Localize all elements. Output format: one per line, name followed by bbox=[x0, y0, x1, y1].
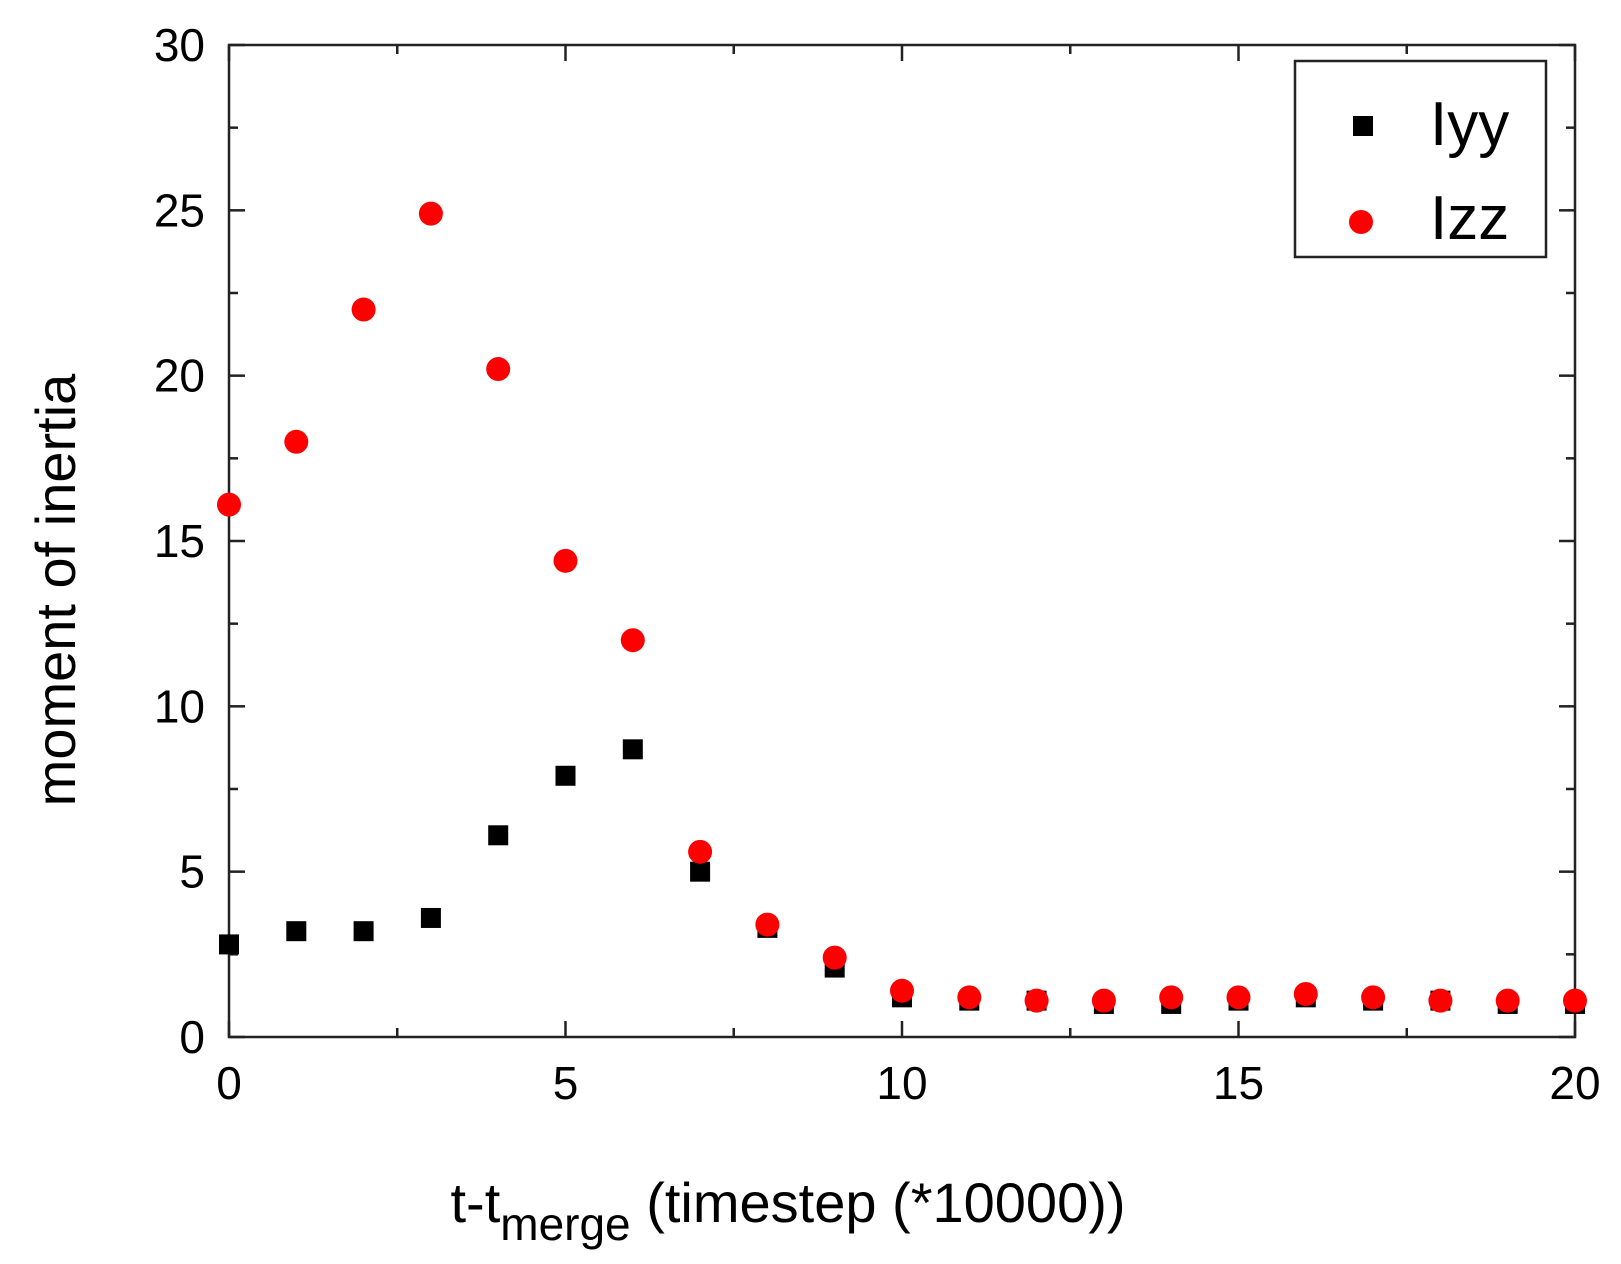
data-point-izz bbox=[553, 548, 578, 573]
y-tick-label: 20 bbox=[154, 350, 205, 402]
data-point-izz bbox=[620, 628, 645, 653]
data-point-izz bbox=[1159, 985, 1184, 1010]
legend: Iyy Izz bbox=[1293, 59, 1548, 259]
data-point-izz bbox=[486, 357, 511, 382]
x-axis-title-main: t-t bbox=[450, 1171, 500, 1234]
data-points bbox=[217, 201, 1587, 1014]
y-axis-title: moment of inertia bbox=[24, 373, 87, 806]
data-point-izz bbox=[1024, 988, 1049, 1013]
data-point-iyy bbox=[420, 907, 441, 928]
legend-box bbox=[1293, 59, 1548, 259]
data-point-izz bbox=[284, 429, 309, 454]
x-axis-title-subscript: merge bbox=[500, 1198, 630, 1250]
data-point-iyy bbox=[353, 921, 374, 942]
data-point-izz bbox=[1226, 985, 1251, 1010]
y-tick-label: 25 bbox=[154, 184, 205, 236]
data-point-izz bbox=[890, 978, 914, 1003]
x-tick-label: 10 bbox=[876, 1057, 927, 1109]
data-point-izz bbox=[1495, 988, 1520, 1013]
data-point-izz bbox=[1428, 988, 1453, 1013]
x-axis-title-rest: (timestep (*10000)) bbox=[631, 1171, 1126, 1234]
x-tick-label: 0 bbox=[216, 1057, 242, 1109]
axes: 0 5 10 15 20 0 5 10 15 20 25 30 bbox=[154, 19, 1601, 1109]
y-tick-label: 30 bbox=[154, 19, 205, 71]
y-tick-label: 0 bbox=[179, 1011, 205, 1063]
legend-label-izz: Izz bbox=[1430, 184, 1509, 253]
data-point-izz bbox=[351, 297, 376, 322]
data-point-izz bbox=[418, 201, 443, 226]
data-point-izz bbox=[688, 839, 713, 864]
x-tick-label: 5 bbox=[553, 1057, 579, 1109]
data-point-iyy bbox=[286, 921, 307, 942]
data-point-izz bbox=[1293, 982, 1318, 1007]
data-point-iyy bbox=[488, 825, 509, 846]
data-point-iyy bbox=[622, 739, 643, 760]
x-axis-title: t-tmerge (timestep (*10000)) bbox=[450, 1171, 1125, 1250]
x-tick-label: 15 bbox=[1213, 1057, 1264, 1109]
data-point-iyy bbox=[219, 934, 239, 955]
data-point-izz bbox=[957, 985, 982, 1010]
y-tick-label: 15 bbox=[154, 515, 205, 567]
data-point-iyy bbox=[555, 765, 576, 786]
y-tick-label: 5 bbox=[179, 846, 205, 898]
data-point-izz bbox=[755, 912, 780, 937]
legend-label-iyy: Iyy bbox=[1430, 90, 1509, 159]
data-point-izz bbox=[1361, 985, 1386, 1010]
series-izz bbox=[217, 201, 1587, 1013]
data-point-izz bbox=[1091, 988, 1116, 1013]
data-point-iyy bbox=[690, 861, 711, 882]
legend-marker-iyy bbox=[1353, 116, 1373, 136]
y-tick-label: 10 bbox=[154, 680, 205, 732]
data-point-izz bbox=[217, 492, 241, 517]
legend-marker-izz bbox=[1349, 210, 1373, 234]
x-tick-label: 20 bbox=[1549, 1057, 1600, 1109]
data-point-izz bbox=[822, 945, 847, 970]
data-point-izz bbox=[1563, 988, 1587, 1013]
